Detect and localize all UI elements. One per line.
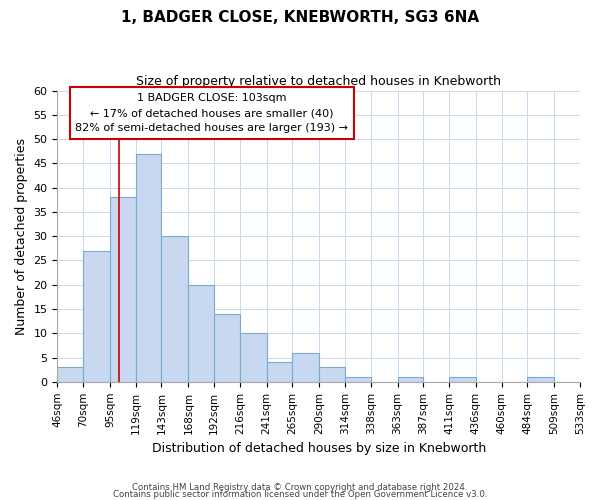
Bar (188, 284, 214, 382)
Bar (527, 377, 554, 382)
Bar (345, 377, 371, 382)
Text: Contains public sector information licensed under the Open Government Licence v3: Contains public sector information licen… (113, 490, 487, 499)
Y-axis label: Number of detached properties: Number of detached properties (15, 138, 28, 334)
Text: Contains HM Land Registry data © Crown copyright and database right 2024.: Contains HM Land Registry data © Crown c… (132, 484, 468, 492)
Bar (266, 362, 292, 382)
Bar (83, 251, 110, 382)
Bar (161, 236, 188, 382)
Bar (449, 377, 476, 382)
X-axis label: Distribution of detached houses by size in Knebworth: Distribution of detached houses by size … (152, 442, 486, 455)
Text: 1, BADGER CLOSE, KNEBWORTH, SG3 6NA: 1, BADGER CLOSE, KNEBWORTH, SG3 6NA (121, 10, 479, 25)
Bar (136, 154, 161, 382)
Bar (319, 368, 345, 382)
Title: Size of property relative to detached houses in Knebworth: Size of property relative to detached ho… (136, 75, 501, 88)
Bar (398, 377, 424, 382)
Bar (110, 198, 136, 382)
Text: 1 BADGER CLOSE: 103sqm
← 17% of detached houses are smaller (40)
82% of semi-det: 1 BADGER CLOSE: 103sqm ← 17% of detached… (76, 93, 349, 134)
Bar (214, 314, 240, 382)
Bar (240, 334, 266, 382)
Bar (58, 368, 83, 382)
Bar (292, 352, 319, 382)
